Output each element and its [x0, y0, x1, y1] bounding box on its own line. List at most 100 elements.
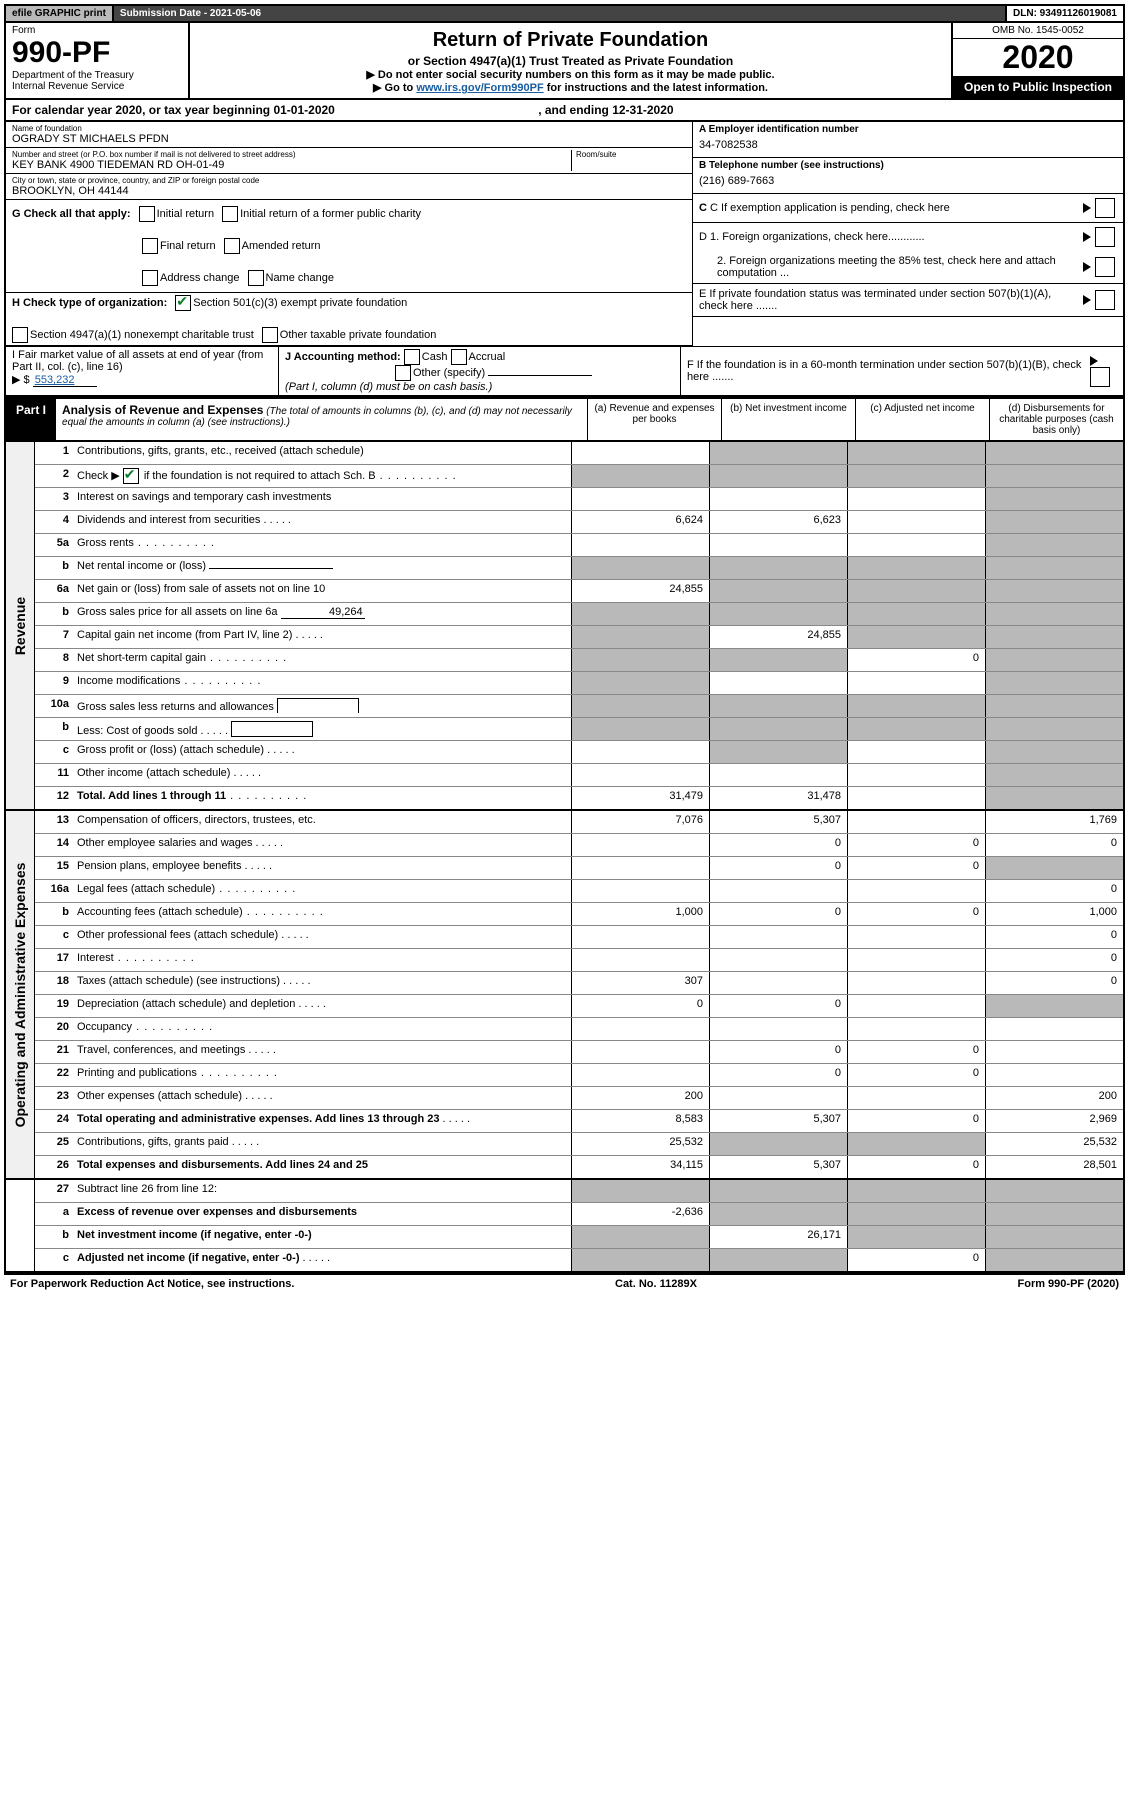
c-cell: C C If exemption application is pending,… [693, 194, 1123, 223]
chk-other-method[interactable] [395, 365, 411, 381]
line-22: 22Printing and publications00 [35, 1064, 1123, 1087]
expenses-block: Operating and Administrative Expenses 13… [4, 811, 1125, 1180]
address-cell: Number and street (or P.O. box number if… [6, 148, 692, 174]
line-14: 14Other employee salaries and wages000 [35, 834, 1123, 857]
chk-initial-return[interactable] [139, 206, 155, 222]
form-subtitle: or Section 4947(a)(1) Trust Treated as P… [196, 54, 945, 68]
instructions-line: ▶ Go to www.irs.gov/Form990PF for instru… [196, 81, 945, 94]
form-ref: Form 990-PF (2020) [1018, 1278, 1119, 1290]
omb-number: OMB No. 1545-0052 [953, 23, 1123, 39]
g-check-row: G Check all that apply: Initial return I… [6, 200, 692, 293]
chk-d2[interactable] [1095, 257, 1115, 277]
phone-cell: B Telephone number (see instructions) (2… [693, 158, 1123, 194]
revenue-block: Revenue 1Contributions, gifts, grants, e… [4, 442, 1125, 811]
line-21: 21Travel, conferences, and meetings00 [35, 1041, 1123, 1064]
chk-address-change[interactable] [142, 270, 158, 286]
line-10b: bLess: Cost of goods sold [35, 718, 1123, 741]
efile-print-button[interactable]: efile GRAPHIC print [6, 6, 114, 21]
expenses-side-label: Operating and Administrative Expenses [6, 811, 35, 1178]
city-cell: City or town, state or province, country… [6, 174, 692, 200]
line-17: 17Interest0 [35, 949, 1123, 972]
line-26: 26Total expenses and disbursements. Add … [35, 1156, 1123, 1178]
chk-initial-return-former[interactable] [222, 206, 238, 222]
line-27a: aExcess of revenue over expenses and dis… [35, 1203, 1123, 1226]
foundation-name-cell: Name of foundation OGRADY ST MICHAELS PF… [6, 122, 692, 148]
line-7: 7Capital gain net income (from Part IV, … [35, 626, 1123, 649]
line-1: 1Contributions, gifts, grants, etc., rec… [35, 442, 1123, 465]
form-id-block: Form 990-PF Department of the Treasury I… [6, 23, 190, 98]
line-15: 15Pension plans, employee benefits00 [35, 857, 1123, 880]
line-19: 19Depreciation (attach schedule) and dep… [35, 995, 1123, 1018]
room-suite-label: Room/suite [576, 150, 686, 159]
year-block: OMB No. 1545-0052 2020 Open to Public In… [951, 23, 1123, 98]
col-a-header: (a) Revenue and expenses per books [587, 399, 721, 440]
top-bar: efile GRAPHIC print Submission Date - 20… [4, 4, 1125, 23]
line-10a: 10aGross sales less returns and allowanc… [35, 695, 1123, 718]
chk-accrual[interactable] [451, 349, 467, 365]
line27-block: 27Subtract line 26 from line 12: aExcess… [4, 1180, 1125, 1273]
part1-tab: Part I [6, 399, 56, 440]
h-check-row: H Check type of organization: Section 50… [6, 293, 692, 346]
line-3: 3Interest on savings and temporary cash … [35, 488, 1123, 511]
form-header: Form 990-PF Department of the Treasury I… [4, 23, 1125, 100]
line-10c: cGross profit or (loss) (attach schedule… [35, 741, 1123, 764]
col-d-header: (d) Disbursements for charitable purpose… [989, 399, 1123, 440]
cat-no: Cat. No. 11289X [615, 1278, 697, 1290]
chk-schb[interactable] [123, 468, 139, 484]
g-label: G Check all that apply: [12, 208, 131, 220]
col-c-header: (c) Adjusted net income [855, 399, 989, 440]
line-12: 12Total. Add lines 1 through 1131,47931,… [35, 787, 1123, 809]
paperwork-notice: For Paperwork Reduction Act Notice, see … [10, 1278, 294, 1290]
line-4: 4Dividends and interest from securities6… [35, 511, 1123, 534]
line-16a: 16aLegal fees (attach schedule)0 [35, 880, 1123, 903]
instructions-link[interactable]: www.irs.gov/Form990PF [416, 82, 543, 94]
dept-treasury: Department of the Treasury Internal Reve… [12, 70, 182, 92]
line-24: 24Total operating and administrative exp… [35, 1110, 1123, 1133]
chk-amended-return[interactable] [224, 238, 240, 254]
e-cell: E If private foundation status was termi… [693, 284, 1123, 317]
j-cell: J Accounting method: Cash Accrual Other … [279, 347, 681, 395]
line-13: 13Compensation of officers, directors, t… [35, 811, 1123, 834]
chk-4947a1[interactable] [12, 327, 28, 343]
line-27b: bNet investment income (if negative, ent… [35, 1226, 1123, 1249]
chk-f[interactable] [1090, 367, 1110, 387]
line-5b: bNet rental income or (loss) [35, 557, 1123, 580]
tax-year: 2020 [953, 39, 1123, 76]
line-2: 2Check ▶ if the foundation is not requir… [35, 465, 1123, 488]
arrow-icon [1083, 262, 1091, 272]
d2-cell: 2. Foreign organizations meeting the 85%… [693, 251, 1123, 284]
col-b-header: (b) Net investment income [721, 399, 855, 440]
line-16c: cOther professional fees (attach schedul… [35, 926, 1123, 949]
part1-header: Part I Analysis of Revenue and Expenses … [4, 397, 1125, 442]
part1-desc: Analysis of Revenue and Expenses (The to… [56, 399, 587, 440]
form-label: Form [12, 25, 182, 36]
arrow-icon [1083, 295, 1091, 305]
line-27: 27Subtract line 26 from line 12: [35, 1180, 1123, 1203]
f-cell: F If the foundation is in a 60-month ter… [681, 347, 1123, 395]
fmv-link[interactable]: 553,232 [33, 374, 97, 387]
warning-line: ▶ Do not enter social security numbers o… [196, 68, 945, 81]
form-title: Return of Private Foundation [196, 29, 945, 52]
chk-e[interactable] [1095, 290, 1115, 310]
chk-other-taxable[interactable] [262, 327, 278, 343]
chk-d1[interactable] [1095, 227, 1115, 247]
chk-name-change[interactable] [248, 270, 264, 286]
form-title-block: Return of Private Foundation or Section … [190, 23, 951, 98]
chk-final-return[interactable] [142, 238, 158, 254]
ijf-row: I Fair market value of all assets at end… [4, 346, 1125, 397]
entity-block: Name of foundation OGRADY ST MICHAELS PF… [4, 122, 1125, 346]
form-number: 990-PF [12, 36, 182, 70]
page-footer: For Paperwork Reduction Act Notice, see … [4, 1273, 1125, 1293]
d1-cell: D 1. Foreign organizations, check here..… [693, 223, 1123, 251]
line-18: 18Taxes (attach schedule) (see instructi… [35, 972, 1123, 995]
arrow-icon [1083, 232, 1091, 242]
arrow-icon [1083, 203, 1091, 213]
chk-501c3[interactable] [175, 295, 191, 311]
chk-cash[interactable] [404, 349, 420, 365]
line-16b: bAccounting fees (attach schedule)1,0000… [35, 903, 1123, 926]
line-11: 11Other income (attach schedule) [35, 764, 1123, 787]
line-8: 8Net short-term capital gain0 [35, 649, 1123, 672]
chk-c[interactable] [1095, 198, 1115, 218]
line-9: 9Income modifications [35, 672, 1123, 695]
h-label: H Check type of organization: [12, 297, 167, 309]
